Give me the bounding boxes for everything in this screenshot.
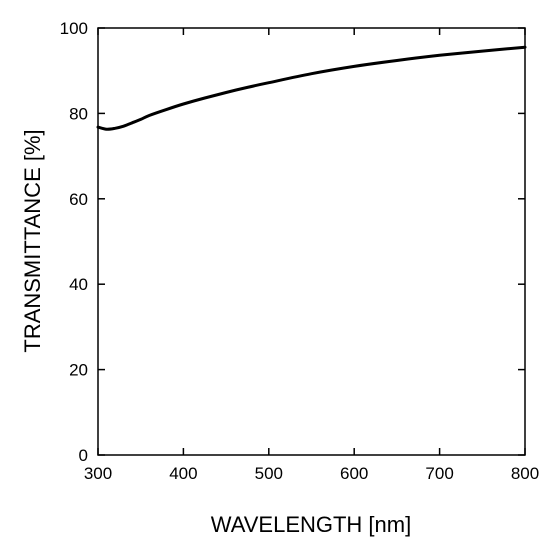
plot-frame xyxy=(97,27,526,456)
y-tick-label: 0 xyxy=(79,446,88,465)
series-line xyxy=(96,45,527,131)
x-tick-label: 800 xyxy=(511,464,539,483)
x-tick-label: 300 xyxy=(84,464,112,483)
y-tick-label: 60 xyxy=(69,190,88,209)
x-tick-label: 600 xyxy=(340,464,368,483)
y-tick-label: 40 xyxy=(69,275,88,294)
y-tick-label: 20 xyxy=(69,361,88,380)
x-tick-label: 500 xyxy=(255,464,283,483)
y-axis: 0 20 40 60 80 100 xyxy=(60,19,525,465)
x-axis: 300 400 500 600 700 800 xyxy=(84,28,539,483)
y-axis-title: TRANSMITTANCE [%] xyxy=(20,129,45,352)
x-axis-title: WAVELENGTH [nm] xyxy=(211,512,411,537)
y-tick-label: 100 xyxy=(60,19,88,38)
y-tick-label: 80 xyxy=(69,104,88,123)
x-tick-label: 400 xyxy=(169,464,197,483)
x-tick-label: 700 xyxy=(425,464,453,483)
